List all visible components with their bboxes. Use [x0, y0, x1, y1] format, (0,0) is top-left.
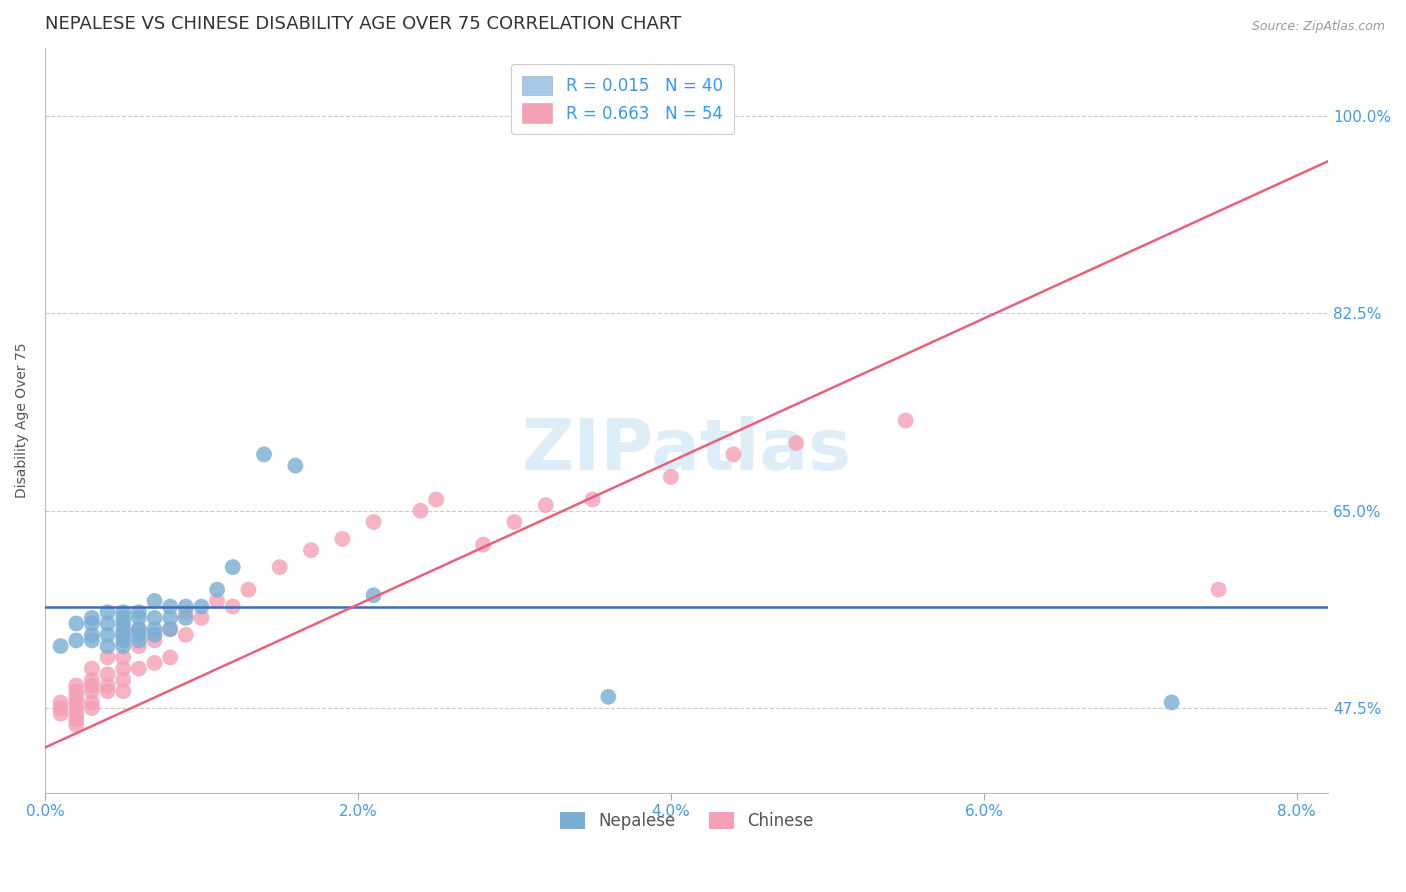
- Point: [330, 532, 353, 546]
- Point: [174, 611, 197, 625]
- Point: [128, 639, 150, 653]
- Point: [80, 679, 103, 693]
- Point: [128, 622, 150, 636]
- Point: [65, 616, 87, 631]
- Point: [65, 706, 87, 721]
- Point: [112, 611, 135, 625]
- Point: [363, 515, 385, 529]
- Point: [363, 588, 385, 602]
- Point: [1208, 582, 1230, 597]
- Point: [80, 695, 103, 709]
- Point: [143, 594, 166, 608]
- Point: [112, 662, 135, 676]
- Point: [80, 662, 103, 676]
- Point: [128, 633, 150, 648]
- Point: [159, 611, 181, 625]
- Point: [299, 543, 322, 558]
- Text: NEPALESE VS CHINESE DISABILITY AGE OVER 75 CORRELATION CHART: NEPALESE VS CHINESE DISABILITY AGE OVER …: [45, 15, 682, 33]
- Point: [205, 594, 228, 608]
- Point: [222, 599, 245, 614]
- Point: [97, 639, 120, 653]
- Point: [112, 650, 135, 665]
- Point: [894, 413, 917, 427]
- Point: [49, 701, 72, 715]
- Point: [97, 616, 120, 631]
- Point: [269, 560, 291, 574]
- Point: [128, 605, 150, 619]
- Point: [659, 470, 682, 484]
- Point: [65, 679, 87, 693]
- Point: [65, 633, 87, 648]
- Point: [190, 599, 212, 614]
- Point: [582, 492, 605, 507]
- Point: [112, 616, 135, 631]
- Point: [472, 538, 495, 552]
- Point: [97, 650, 120, 665]
- Point: [159, 599, 181, 614]
- Point: [112, 628, 135, 642]
- Point: [1160, 695, 1182, 709]
- Point: [65, 695, 87, 709]
- Point: [80, 673, 103, 687]
- Point: [128, 662, 150, 676]
- Point: [112, 633, 135, 648]
- Point: [159, 622, 181, 636]
- Point: [143, 628, 166, 642]
- Point: [205, 582, 228, 597]
- Point: [143, 633, 166, 648]
- Point: [65, 701, 87, 715]
- Point: [49, 639, 72, 653]
- Point: [409, 504, 432, 518]
- Point: [128, 611, 150, 625]
- Point: [80, 611, 103, 625]
- Point: [65, 718, 87, 732]
- Y-axis label: Disability Age Over 75: Disability Age Over 75: [15, 343, 30, 499]
- Point: [80, 633, 103, 648]
- Point: [534, 498, 557, 512]
- Point: [49, 706, 72, 721]
- Point: [65, 712, 87, 726]
- Point: [222, 560, 245, 574]
- Point: [49, 695, 72, 709]
- Point: [112, 622, 135, 636]
- Point: [238, 582, 260, 597]
- Point: [143, 622, 166, 636]
- Point: [174, 605, 197, 619]
- Point: [143, 656, 166, 670]
- Point: [80, 684, 103, 698]
- Point: [598, 690, 620, 704]
- Point: [97, 667, 120, 681]
- Text: Source: ZipAtlas.com: Source: ZipAtlas.com: [1251, 20, 1385, 33]
- Point: [112, 684, 135, 698]
- Point: [143, 611, 166, 625]
- Point: [97, 628, 120, 642]
- Point: [190, 611, 212, 625]
- Point: [65, 684, 87, 698]
- Point: [80, 616, 103, 631]
- Point: [785, 436, 807, 450]
- Point: [112, 639, 135, 653]
- Text: ZIPatlas: ZIPatlas: [522, 416, 852, 485]
- Point: [65, 690, 87, 704]
- Point: [159, 650, 181, 665]
- Point: [80, 701, 103, 715]
- Point: [174, 628, 197, 642]
- Point: [97, 684, 120, 698]
- Point: [253, 447, 276, 461]
- Point: [112, 673, 135, 687]
- Point: [128, 628, 150, 642]
- Point: [284, 458, 307, 473]
- Point: [112, 605, 135, 619]
- Point: [503, 515, 526, 529]
- Point: [97, 605, 120, 619]
- Point: [97, 679, 120, 693]
- Point: [128, 622, 150, 636]
- Point: [80, 628, 103, 642]
- Point: [425, 492, 447, 507]
- Point: [159, 622, 181, 636]
- Point: [723, 447, 745, 461]
- Legend: Nepalese, Chinese: Nepalese, Chinese: [553, 805, 820, 837]
- Point: [112, 628, 135, 642]
- Point: [174, 599, 197, 614]
